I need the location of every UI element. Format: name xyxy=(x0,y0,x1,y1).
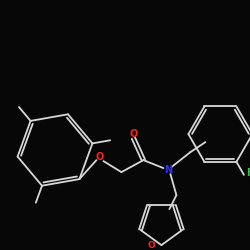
Text: N: N xyxy=(164,165,172,175)
Text: F: F xyxy=(246,168,250,178)
Text: O: O xyxy=(148,240,156,250)
Text: O: O xyxy=(129,129,138,139)
Text: O: O xyxy=(95,152,104,162)
